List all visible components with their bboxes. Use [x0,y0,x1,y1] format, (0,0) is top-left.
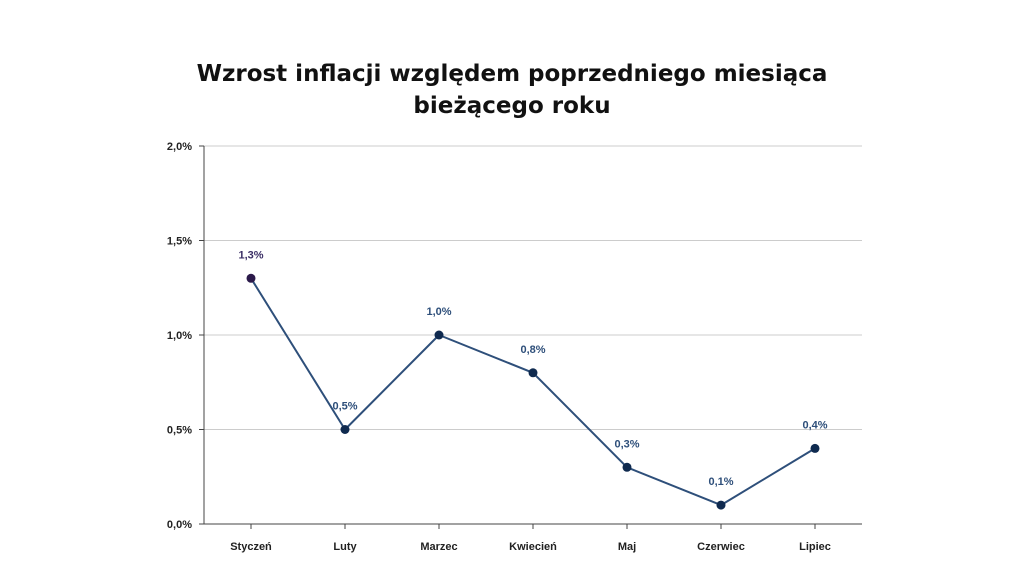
y-tick-label: 1,5% [167,236,192,248]
chart-title-line-1: Wzrost inflacji względem poprzedniego mi… [196,61,828,87]
series-line [250,277,816,507]
x-tick-label: Kwiecień [509,541,557,553]
x-tick-label: Lipiec [799,541,831,553]
y-tick-label: 0,0% [167,519,192,531]
tick-labels: 0,0% 0,5% 1,0% 1,5% 2,0% Styczeń Luty Marzec Kwi… [167,141,831,553]
data-label: 0,5% [332,401,357,413]
data-point [528,368,538,378]
y-tick-label: 2,0% [167,141,192,153]
data-point [810,443,820,453]
data-labels: 1,3% 0,5% 1,0% 0,8% 0,3% 0,1% 0,4% [238,249,827,488]
data-point [622,462,632,472]
data-label: 0,1% [708,476,733,488]
x-tick-label: Czerwiec [697,541,745,553]
x-tick-label: Styczeń [230,541,272,553]
x-tick-label: Maj [618,541,636,553]
series-inflation [246,273,820,510]
y-tick-label: 0,5% [167,425,192,437]
axes [199,145,862,529]
data-label: 0,8% [520,344,545,356]
data-label: 1,0% [426,306,451,318]
data-point [434,330,444,340]
chart-title-line-2: bieżącego roku [413,93,611,119]
x-tick-label: Luty [333,541,357,553]
data-label: 0,4% [802,419,827,431]
data-point [716,500,726,510]
data-point [340,425,350,434]
data-label: 1,3% [238,249,263,261]
data-point [246,273,256,283]
y-tick-label: 1,0% [167,330,192,342]
gridlines [204,145,862,430]
data-label: 0,3% [614,438,639,450]
x-tick-label: Marzec [420,541,457,553]
